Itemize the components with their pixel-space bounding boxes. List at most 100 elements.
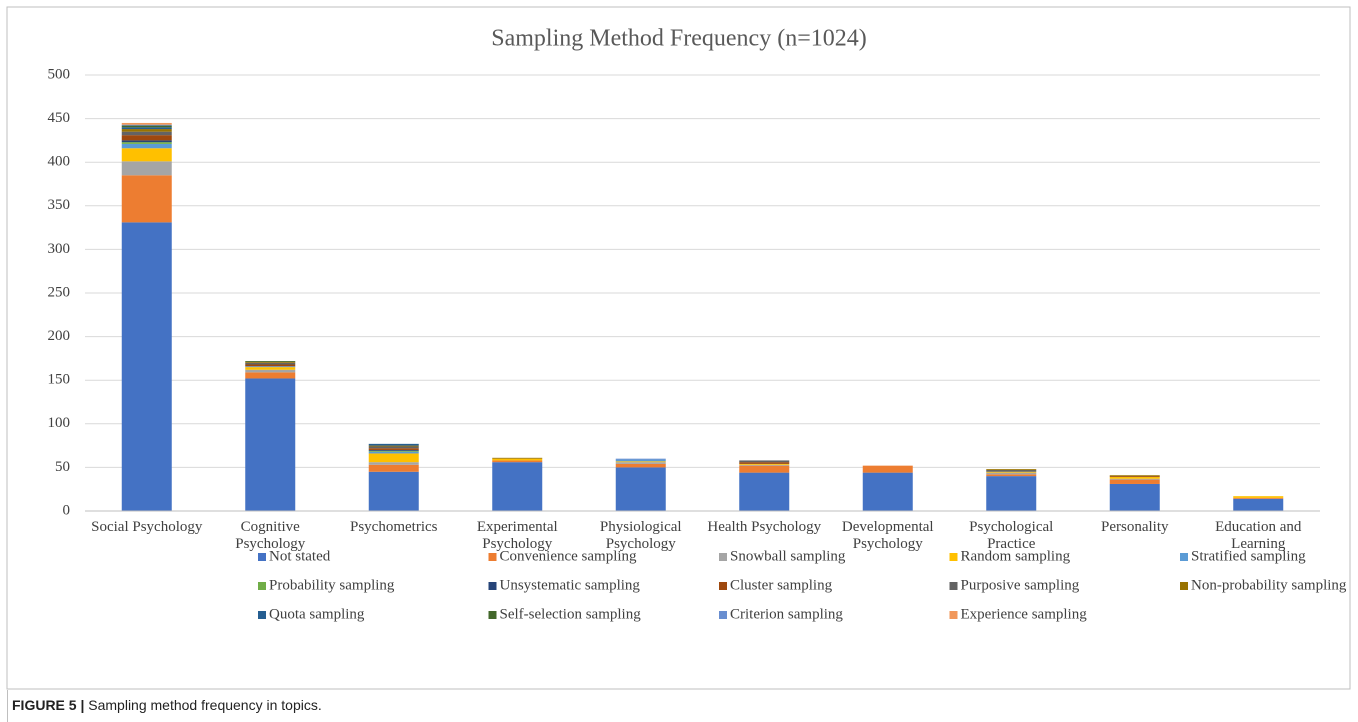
bar-segment <box>492 462 543 511</box>
bar-segment <box>368 443 419 446</box>
caption-rule <box>7 690 8 722</box>
legend-label: Unsystematic sampling <box>500 577 641 593</box>
x-tick-label: Psychometrics <box>350 519 438 535</box>
bar-segment <box>739 464 790 466</box>
bar-segment <box>121 175 172 223</box>
legend-swatch <box>258 582 266 590</box>
legend-swatch <box>719 582 727 590</box>
legend-label: Stratified sampling <box>1191 548 1306 564</box>
bar-segment <box>368 462 419 465</box>
bar-segment <box>368 449 419 451</box>
bar-segment <box>1109 478 1160 480</box>
y-tick-label: 450 <box>48 110 71 126</box>
x-tick-label: Psychological Practice <box>969 519 1054 552</box>
bar-segment <box>368 453 419 463</box>
bar-segment <box>615 462 666 464</box>
bar-segment <box>121 142 172 144</box>
bar-segment <box>615 461 666 463</box>
bar-segment <box>121 127 172 130</box>
bar-segment <box>862 465 913 473</box>
bar-segment <box>245 378 296 511</box>
bar-segment <box>986 470 1037 472</box>
bar-segment <box>121 148 172 162</box>
bar-segment <box>492 457 543 459</box>
bar-segment <box>121 222 172 512</box>
legend-swatch <box>949 582 958 590</box>
y-tick-label: 100 <box>48 415 71 431</box>
bar-segment <box>121 125 172 128</box>
legend-label: Quota sampling <box>269 606 365 622</box>
legend-label: Cluster sampling <box>730 577 833 593</box>
y-tick-label: 200 <box>48 328 71 344</box>
bar-segment <box>986 476 1037 511</box>
bar-segment <box>1109 479 1160 484</box>
legend-swatch <box>719 611 727 619</box>
legend-swatch <box>258 553 266 561</box>
y-tick-label: 150 <box>48 372 71 388</box>
chart-title: Sampling Method Frequency (n=1024) <box>491 26 866 52</box>
bar-segment <box>492 458 543 461</box>
bar-segment <box>986 474 1037 477</box>
y-tick-label: 250 <box>48 284 71 300</box>
chart: Sampling Method Frequency (n=1024) 0 50 10… <box>6 6 1351 690</box>
legend-swatch <box>488 582 497 590</box>
legend-label: Experience sampling <box>961 606 1088 622</box>
x-tick-label: Experimental Psychology <box>476 519 558 552</box>
legend-label: Criterion sampling <box>730 606 843 622</box>
legend-swatch <box>258 611 266 619</box>
legend-label: Random sampling <box>961 548 1071 564</box>
bar-segment <box>121 140 172 143</box>
bar-segment <box>368 448 419 450</box>
bar-segment <box>368 451 419 454</box>
bar-segment <box>1233 496 1284 498</box>
legend-swatch <box>488 553 497 561</box>
legend-swatch <box>949 611 958 619</box>
bar-segment <box>492 460 543 463</box>
bar-segment <box>121 129 172 132</box>
bar-segment <box>739 460 790 463</box>
bar-segment <box>615 463 666 468</box>
legend-label: Not stated <box>269 548 331 564</box>
bar-segment <box>615 459 666 462</box>
caption-label: FIGURE 5 | <box>12 697 85 713</box>
y-tick-label: 50 <box>55 459 70 475</box>
bar-segment <box>121 131 172 136</box>
bar-segment <box>121 122 172 125</box>
legend-label: Self-selection sampling <box>500 606 642 622</box>
bar-segment <box>245 361 296 363</box>
x-tick-label: Physiological Psychology <box>599 519 682 552</box>
legend-swatch <box>1180 553 1188 561</box>
bar-segment <box>862 472 913 511</box>
legend-swatch <box>1180 582 1188 590</box>
bar-segment <box>121 143 172 149</box>
bar-segment <box>245 367 296 370</box>
bar-segment <box>368 471 419 511</box>
bar-segment <box>739 472 790 511</box>
bar-segment <box>986 469 1037 471</box>
y-tick-label: 0 <box>63 502 71 518</box>
legend-label: Snowball sampling <box>730 548 846 564</box>
chart-frame <box>6 6 1351 690</box>
legend-label: Probability sampling <box>269 577 395 593</box>
bar-segment <box>121 161 172 176</box>
bar-segment <box>1233 497 1284 499</box>
bar-segment <box>368 450 419 452</box>
bar-segment <box>615 467 666 511</box>
bar-segment <box>1109 483 1160 511</box>
y-tick-label: 400 <box>48 154 71 170</box>
bar-segment <box>245 362 296 365</box>
x-tick-label: Cognitive Psychology <box>235 519 306 552</box>
bar-segment <box>739 462 790 464</box>
bar-segment <box>245 372 296 379</box>
legend-swatch <box>719 553 727 561</box>
bar-segment <box>245 364 296 367</box>
bar-segment <box>368 445 419 447</box>
x-tick-label: Personality <box>1101 519 1169 535</box>
bar-segment <box>245 369 296 373</box>
x-tick-label: Education and Learning <box>1215 519 1302 552</box>
bar-segment <box>615 458 666 460</box>
bar-segment <box>368 464 419 472</box>
bar-segment <box>986 472 1037 475</box>
bar-segment <box>739 465 790 473</box>
